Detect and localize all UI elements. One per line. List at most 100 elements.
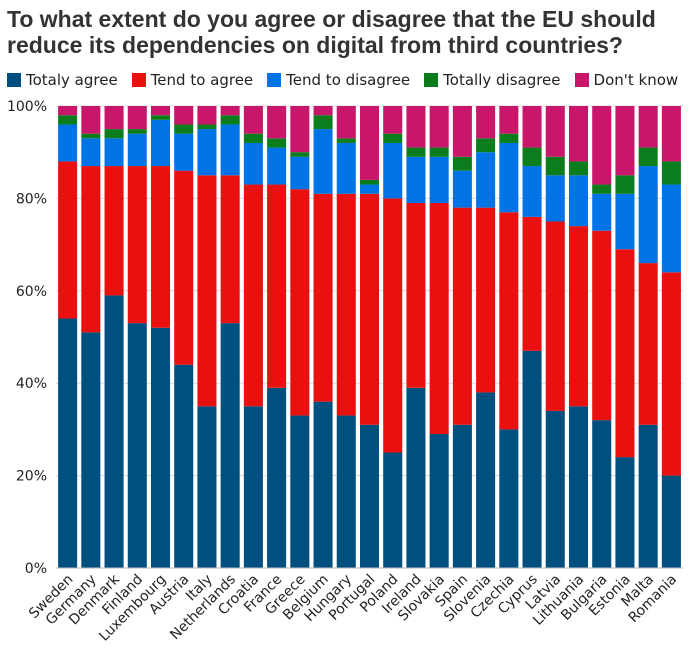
bar-tend-to-agree-sweden (58, 161, 78, 319)
bar-totaly-agree-italy (197, 406, 217, 568)
bar-don-t-know-bulgaria (592, 106, 612, 185)
bar-tend-to-agree-denmark (104, 166, 124, 296)
bar-totaly-agree-estonia (615, 457, 635, 568)
bar-totally-disagree-finland (127, 129, 147, 134)
bar-tend-to-agree-lithuania (568, 226, 589, 407)
bar-totally-disagree-cyprus (522, 147, 542, 167)
bar-tend-to-agree-austria (174, 170, 194, 365)
bar-totally-disagree-portugal (359, 179, 380, 185)
bar-tend-to-disagree-hungary (336, 142, 356, 194)
bar-tend-to-disagree-croatia (243, 142, 263, 185)
y-tick-label: 100% (7, 99, 47, 115)
bar-don-t-know-hungary (336, 106, 356, 139)
bar-don-t-know-cyprus (522, 106, 542, 148)
bar-totaly-agree-lithuania (568, 406, 589, 568)
bar-totaly-agree-belgium (313, 401, 333, 568)
bar-totally-disagree-france (267, 138, 287, 148)
bar-totally-disagree-germany (81, 133, 101, 139)
legend-swatch (131, 73, 146, 87)
bar-tend-to-disagree-slovenia (476, 152, 496, 208)
bar-totally-disagree-italy (197, 124, 217, 130)
bar-tend-to-agree-italy (197, 175, 217, 407)
bar-don-t-know-estonia (615, 106, 635, 176)
bar-tend-to-disagree-france (267, 147, 287, 185)
bar-tend-to-agree-latvia (545, 221, 565, 411)
bar-totally-disagree-romania (661, 161, 681, 185)
bar-totally-disagree-slovenia (476, 138, 496, 153)
bar-tend-to-disagree-romania (661, 184, 681, 273)
bar-totally-disagree-greece (290, 152, 310, 157)
bar-tend-to-agree-bulgaria (592, 230, 612, 421)
bar-don-t-know-netherlands (220, 106, 240, 116)
bar-tend-to-agree-finland (127, 166, 147, 324)
bar-totally-disagree-croatia (243, 133, 263, 143)
bar-tend-to-disagree-luxembourg (150, 119, 171, 167)
bar-totally-disagree-czechia (499, 133, 519, 143)
bar-tend-to-disagree-malta (638, 166, 658, 264)
bar-tend-to-agree-france (267, 184, 287, 388)
legend-item-tend-to-disagree: Tend to disagree (267, 71, 410, 89)
bar-don-t-know-poland (383, 106, 403, 134)
bar-totaly-agree-croatia (243, 406, 263, 568)
bar-totaly-agree-poland (383, 452, 403, 568)
bar-don-t-know-latvia (545, 106, 565, 157)
legend-item-don-t-know: Don't know (574, 71, 678, 89)
bar-tend-to-disagree-czechia (499, 142, 519, 213)
bar-totally-disagree-luxembourg (150, 115, 171, 120)
bar-don-t-know-france (267, 106, 287, 139)
bar-totaly-agree-portugal (359, 424, 380, 568)
legend-swatch (574, 73, 589, 87)
bar-don-t-know-slovakia (429, 106, 449, 148)
bar-tend-to-agree-luxembourg (150, 166, 171, 328)
bar-totaly-agree-slovakia (429, 434, 449, 568)
bar-don-t-know-austria (174, 106, 194, 125)
bar-don-t-know-finland (127, 106, 147, 130)
bar-don-t-know-slovenia (476, 106, 496, 139)
bar-don-t-know-greece (290, 106, 310, 153)
bar-totaly-agree-slovenia (476, 392, 496, 568)
legend-item-totally-disagree: Totally disagree (424, 71, 561, 89)
bar-tend-to-agree-croatia (243, 184, 263, 407)
bar-tend-to-agree-malta (638, 263, 658, 425)
bar-totally-disagree-latvia (545, 156, 565, 176)
bar-tend-to-disagree-cyprus (522, 166, 542, 217)
bar-tend-to-agree-netherlands (220, 175, 240, 324)
bar-tend-to-agree-belgium (313, 193, 333, 402)
bar-tend-to-disagree-latvia (545, 175, 565, 222)
bar-totaly-agree-denmark (104, 295, 124, 568)
bar-tend-to-agree-czechia (499, 212, 519, 430)
bar-don-t-know-portugal (359, 106, 380, 180)
bar-totaly-agree-netherlands (220, 323, 240, 568)
bar-don-t-know-denmark (104, 106, 124, 130)
bar-totaly-agree-sweden (58, 318, 78, 568)
bar-tend-to-disagree-greece (290, 156, 310, 190)
bar-tend-to-disagree-bulgaria (592, 193, 612, 231)
bar-tend-to-disagree-estonia (615, 193, 635, 250)
bar-totally-disagree-belgium (313, 115, 333, 130)
bar-tend-to-agree-slovakia (429, 203, 449, 435)
bar-tend-to-disagree-lithuania (568, 175, 589, 227)
bar-totaly-agree-bulgaria (592, 420, 612, 568)
bar-totaly-agree-czechia (499, 429, 519, 568)
bar-don-t-know-lithuania (568, 106, 589, 162)
bar-totaly-agree-latvia (545, 410, 565, 568)
bar-totaly-agree-romania (661, 475, 681, 568)
bar-totally-disagree-spain (452, 156, 472, 171)
y-tick-label: 20% (16, 469, 47, 485)
bar-tend-to-disagree-ireland (406, 156, 426, 204)
legend-swatch (424, 73, 439, 87)
bar-totaly-agree-malta (638, 424, 658, 568)
bar-tend-to-disagree-spain (452, 170, 472, 208)
bar-totaly-agree-france (267, 387, 287, 568)
bar-don-t-know-germany (81, 106, 101, 134)
bar-don-t-know-croatia (243, 106, 263, 134)
bar-tend-to-disagree-sweden (58, 124, 78, 162)
bar-totaly-agree-germany (81, 332, 101, 568)
bar-tend-to-agree-romania (661, 272, 681, 476)
bar-tend-to-disagree-portugal (359, 184, 380, 194)
bar-totaly-agree-finland (127, 323, 147, 568)
y-tick-label: 0% (25, 561, 47, 577)
bar-tend-to-agree-cyprus (522, 216, 542, 351)
y-tick-label: 60% (16, 284, 47, 300)
bar-don-t-know-spain (452, 106, 472, 157)
